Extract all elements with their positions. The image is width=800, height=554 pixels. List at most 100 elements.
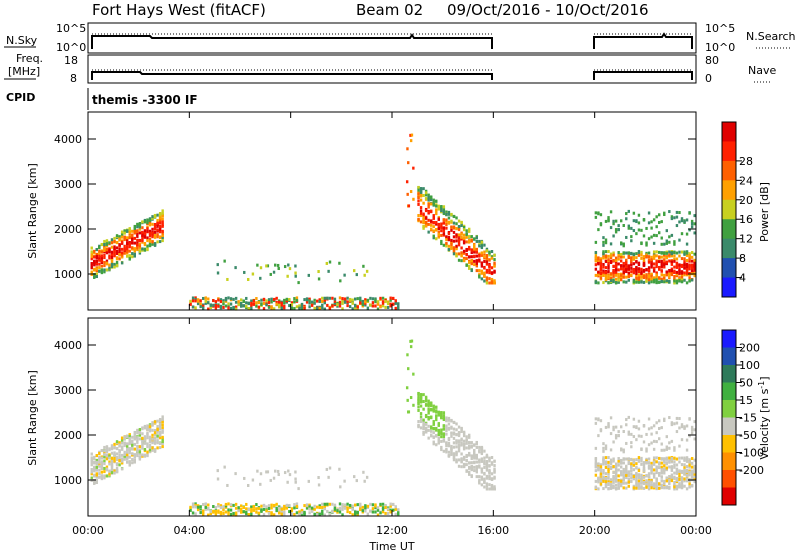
power-echo bbox=[607, 254, 610, 258]
velocity-echo bbox=[650, 483, 653, 487]
velocity-echo bbox=[637, 484, 641, 488]
power-echo bbox=[133, 231, 136, 235]
velocity-echo bbox=[673, 456, 676, 460]
velocity-echo bbox=[650, 468, 653, 472]
power-echo bbox=[660, 251, 663, 255]
velocity-echo bbox=[98, 472, 101, 476]
power-echo bbox=[432, 234, 435, 238]
power-echo bbox=[468, 238, 471, 242]
velocity-echo bbox=[617, 430, 620, 434]
power-echo bbox=[640, 269, 643, 273]
power-echo bbox=[442, 221, 446, 225]
power-echo bbox=[488, 277, 491, 281]
colorbar-segment bbox=[722, 452, 736, 471]
velocity-echo bbox=[136, 428, 139, 432]
power-echo bbox=[612, 278, 615, 282]
velocity-echo bbox=[105, 453, 109, 457]
power-echo bbox=[440, 226, 443, 230]
velocity-echo bbox=[113, 451, 116, 455]
power-echo bbox=[468, 245, 471, 249]
velocity-echo bbox=[602, 479, 605, 483]
power-echo bbox=[457, 228, 461, 232]
power-echo bbox=[445, 235, 448, 239]
velocity-echo bbox=[348, 511, 352, 515]
velocity-echo bbox=[650, 426, 653, 430]
velocity-echo bbox=[663, 460, 666, 464]
power-echo bbox=[614, 281, 618, 285]
power-echo bbox=[457, 219, 461, 223]
power-echo bbox=[457, 238, 461, 242]
cpid-label: CPID bbox=[6, 91, 35, 104]
power-echo bbox=[645, 279, 648, 283]
colorbar-segment bbox=[722, 330, 736, 348]
power-echo bbox=[668, 268, 671, 272]
velocity-echo bbox=[321, 509, 324, 513]
power-echo bbox=[622, 272, 625, 276]
velocity-echo bbox=[333, 503, 337, 507]
power-echo bbox=[665, 241, 668, 245]
power-echo bbox=[597, 270, 600, 274]
velocity-echo bbox=[103, 466, 106, 470]
velocity-echo bbox=[673, 483, 676, 487]
power-echo bbox=[645, 276, 648, 280]
velocity-echo bbox=[635, 473, 638, 477]
power-echo bbox=[690, 219, 694, 223]
power-echo bbox=[222, 302, 225, 306]
power-echo bbox=[136, 238, 139, 242]
velocity-echo bbox=[599, 419, 603, 423]
velocity-echo bbox=[490, 483, 494, 487]
colorbar-tick-label: 15 bbox=[739, 394, 753, 407]
power-echo bbox=[437, 222, 440, 226]
power-echo bbox=[688, 211, 691, 215]
power-echo bbox=[632, 262, 636, 266]
power-echo bbox=[422, 193, 425, 197]
velocity-echo bbox=[445, 429, 448, 433]
power-echo bbox=[655, 265, 658, 269]
power-echo bbox=[690, 251, 694, 255]
power-echo bbox=[247, 302, 250, 306]
velocity-echo bbox=[488, 477, 491, 481]
colorbar-segment bbox=[722, 180, 736, 201]
power-echo bbox=[675, 272, 679, 276]
velocity-echo bbox=[663, 479, 666, 483]
power-echo bbox=[620, 278, 623, 282]
velocity-echo bbox=[141, 445, 144, 449]
power-echo bbox=[321, 303, 324, 307]
velocity-echo bbox=[143, 424, 147, 428]
power-echo bbox=[597, 212, 600, 216]
velocity-echo bbox=[652, 483, 656, 487]
power-echo bbox=[120, 253, 124, 257]
velocity-echo bbox=[247, 513, 250, 517]
velocity-echo bbox=[274, 469, 277, 473]
power-echo bbox=[442, 205, 446, 209]
power-echo bbox=[478, 275, 481, 279]
power-echo bbox=[158, 227, 162, 231]
velocity-echo bbox=[599, 463, 603, 467]
power-echo bbox=[136, 230, 139, 234]
velocity-echo bbox=[365, 475, 369, 479]
velocity-echo bbox=[594, 462, 598, 466]
velocity-echo bbox=[191, 502, 195, 506]
power-echo bbox=[158, 211, 162, 215]
velocity-echo bbox=[450, 444, 453, 448]
colorbar-tick-label: 20 bbox=[739, 194, 753, 207]
power-echo bbox=[141, 240, 144, 244]
power-echo bbox=[652, 266, 656, 270]
velocity-echo bbox=[392, 508, 395, 512]
power-echo bbox=[161, 209, 164, 213]
power-echo bbox=[356, 297, 359, 301]
velocity-echo bbox=[645, 474, 648, 478]
velocity-echo bbox=[602, 446, 605, 450]
power-echo bbox=[419, 189, 423, 193]
power-echo bbox=[685, 266, 689, 270]
velocity-echo bbox=[355, 479, 358, 483]
power-echo bbox=[468, 240, 471, 244]
power-echo bbox=[683, 271, 686, 275]
power-echo bbox=[614, 265, 618, 269]
velocity-echo bbox=[219, 504, 223, 508]
velocity-echo bbox=[123, 455, 126, 459]
power-echo bbox=[465, 233, 468, 237]
velocity-echo bbox=[604, 456, 608, 460]
velocity-echo bbox=[93, 466, 96, 470]
velocity-echo bbox=[612, 478, 615, 482]
